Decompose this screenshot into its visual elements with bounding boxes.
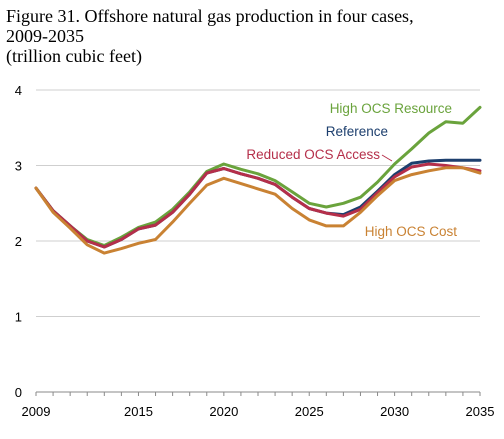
x-tick-label-2009: 2009 bbox=[22, 404, 51, 419]
series-line-high-ocs-cost bbox=[34, 166, 482, 255]
chart-title: Figure 31. Offshore natural gas producti… bbox=[6, 6, 414, 66]
chart-title-line1: Figure 31. Offshore natural gas producti… bbox=[6, 6, 414, 26]
y-tick-label-4: 4 bbox=[15, 83, 22, 98]
series-label-high-ocs-resource: High OCS Resource bbox=[330, 101, 452, 116]
series-line-reduced-ocs-access bbox=[34, 162, 482, 249]
x-tick-label-2035: 2035 bbox=[466, 404, 495, 419]
series-label-reference: Reference bbox=[326, 124, 388, 139]
reduced-ocs-access-leader-line bbox=[381, 154, 393, 162]
y-tick-label-3: 3 bbox=[15, 159, 22, 174]
x-tick-label-2025: 2025 bbox=[295, 404, 324, 419]
y-tick-label-2: 2 bbox=[15, 234, 22, 249]
chart-title-line3: (trillion cubic feet) bbox=[6, 46, 142, 66]
series-label-high-ocs-cost: High OCS Cost bbox=[365, 224, 458, 239]
series-label-reduced-ocs-access: Reduced OCS Access bbox=[246, 147, 380, 162]
series-line-high-ocs-resource bbox=[34, 105, 482, 247]
x-tick-label-2020: 2020 bbox=[209, 404, 238, 419]
x-tick-label-2030: 2030 bbox=[380, 404, 409, 419]
y-tick-label-0: 0 bbox=[15, 385, 22, 400]
y-tick-label-1: 1 bbox=[15, 310, 22, 325]
x-tick-label-2015: 2015 bbox=[124, 404, 153, 419]
chart-title-line2: 2009-2035 bbox=[6, 26, 84, 46]
